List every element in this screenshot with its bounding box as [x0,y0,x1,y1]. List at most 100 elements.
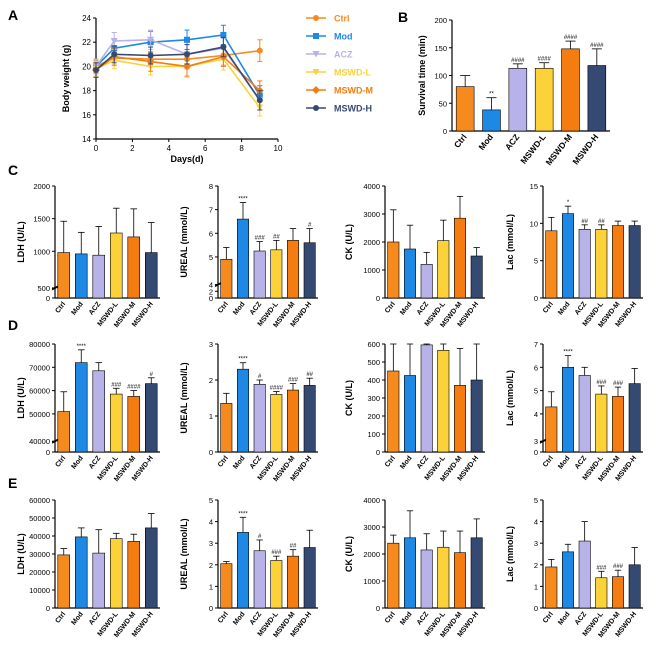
y-tick-label: 22 [82,38,91,47]
x-tick-label: Ctrl [542,301,555,315]
y-tick-label: 30000 [29,550,50,559]
bar-MSWD-L [437,349,450,453]
y-tick-label: 1 [209,412,213,421]
y-axis-label: Body weight (g) [61,45,71,113]
y-tick-label: 0 [534,604,538,613]
chart-B-survival: 0 50 100 150 200 Survival time (min) Ctrl ** Mod… [417,16,610,167]
y-tick-label: 1000 [363,266,380,275]
significance-label: ## [598,219,605,225]
bar-MSWD-M [127,541,141,609]
legend-marker [313,105,319,111]
bar-MSWD-L [437,546,450,609]
y-axis-label: LDH (U/L) [16,221,26,263]
x-tick-label: Mod [399,455,413,471]
significance-label: # [150,372,154,378]
y-tick-label: 1500 [33,215,50,224]
y-axis-label: UREAL (mmol/L) [179,362,189,433]
x-tick-label: Mod [232,301,246,317]
bar-Ctrl [57,252,70,299]
legend-marker [312,86,320,94]
series-MSWD-H [93,36,263,111]
y-tick-label: 6 [534,363,538,372]
y-tick-label: 16 [82,111,91,120]
bar-MSWD-M [454,552,466,609]
bar-MSWD-L [595,229,608,299]
x-tick-label: MSWD-M [544,132,575,167]
bar-MSWD-M [287,240,299,299]
significance-label: ## [290,544,297,550]
y-tick-label: 5 [534,387,538,396]
bar-MSWD-L [110,232,123,299]
x-tick-label: ACZ [249,610,264,626]
bar-MSWD-L [110,393,123,453]
y-tick-label: 500 [37,284,50,293]
y-tick-label: 0 [443,127,447,136]
bar-Mod [562,213,574,299]
x-tick-label: ACZ [249,300,264,316]
y-tick-label: 300 [367,394,380,403]
y-tick-label: 20000 [29,568,50,577]
significance-label: # [308,223,312,229]
significance-label: ** [489,92,494,98]
legend-marker [312,69,320,76]
bar-Ctrl [387,241,400,299]
x-tick-label: ACZ [249,454,264,470]
x-tick-label: Ctrl [217,455,230,469]
bar-MSWD-M [454,217,466,299]
bar-MSWD-H [628,383,641,453]
y-tick-label: 18 [82,87,91,96]
x-tick-label: Ctrl [384,455,397,469]
x-tick-label: Ctrl [54,301,67,315]
bar-Ctrl [220,258,233,299]
bar-MSWD-H [470,379,483,453]
bar-ACZ [508,67,528,132]
x-tick-label: ACZ [574,454,589,470]
y-tick-label: 1 [209,582,213,591]
bar-Ctrl [57,411,70,453]
y-tick-label: 15 [530,182,538,191]
significance-label: ### [111,382,122,388]
bar-ACZ [253,250,266,299]
bar-ACZ [253,550,266,609]
y-tick-label: 5 [534,496,538,505]
bar-ACZ [420,264,433,299]
bar-Ctrl [545,230,558,299]
bar-ACZ [578,540,591,609]
significance-label: ## [273,234,280,240]
y-axis-label: Survival time (min) [417,35,427,116]
x-tick-label: ACZ [503,132,522,152]
data-point [220,44,227,51]
y-tick-label: 0 [209,448,213,457]
x-tick-label: Mod [399,301,413,317]
significance-label: #### [564,35,578,41]
y-axis-label: LDH (U/L) [16,377,26,419]
bar-MSWD-L [595,393,608,453]
data-point [111,51,118,58]
y-tick-label: 40000 [29,532,50,541]
y-tick-label: 7 [534,340,538,349]
y-tick-label: 200 [434,16,447,25]
y-axis-label: UREAL (mmol/L) [179,518,189,589]
x-tick-label: 0 [94,144,99,153]
y-tick-label: 0 [376,294,380,303]
x-tick-label: ACZ [416,300,431,316]
y-tick-label: 4 [534,518,538,527]
legend-label: ACZ [334,50,353,60]
bar-MSWD-L [270,249,283,299]
y-tick-label: 0 [534,448,538,457]
significance-label: #### [270,386,284,392]
y-tick-label: 100 [367,430,380,439]
legend: Ctrl Mod ACZ MSWD-L MSWD-M MSWD-H [306,14,373,114]
x-tick-label: Ctrl [542,455,555,469]
significance-label: **** [77,344,87,350]
bar-MSWD-M [612,225,624,299]
y-tick-label: 1000 [33,247,50,256]
bar-ACZ [253,384,266,453]
y-tick-label: 50 [439,99,447,108]
